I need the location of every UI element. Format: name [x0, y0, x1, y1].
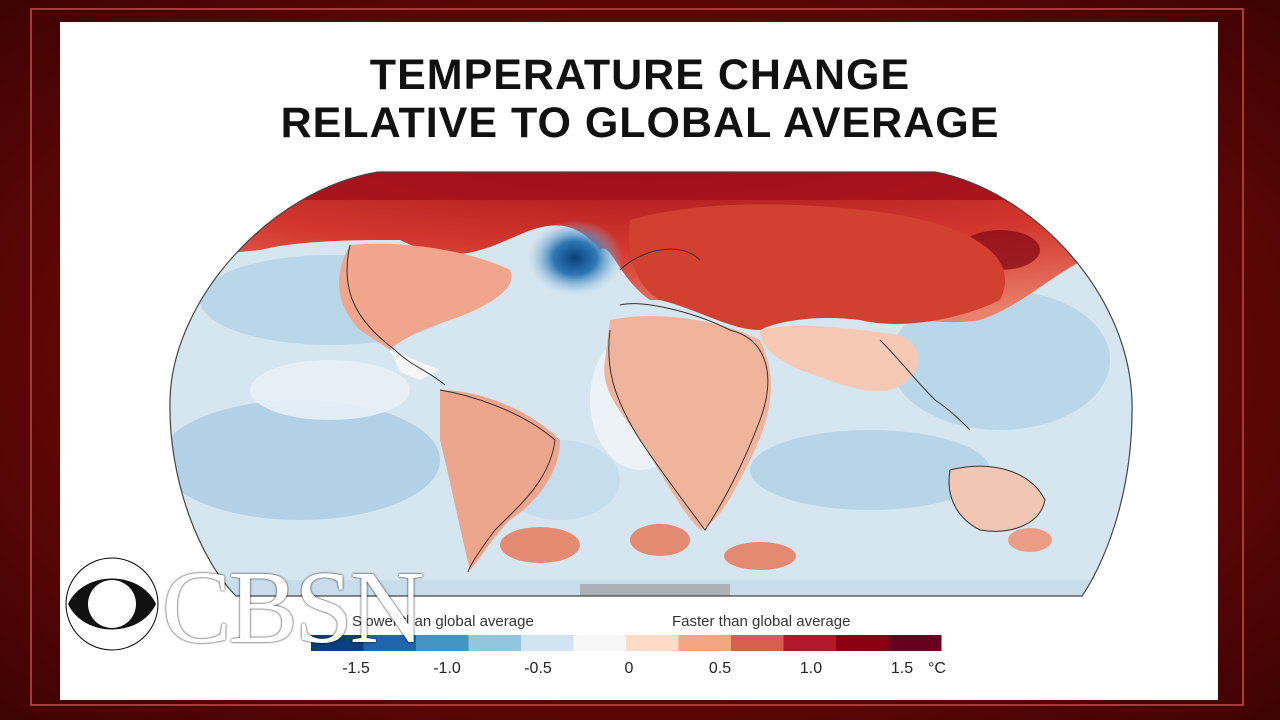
cbsn-logo-text: CBSN — [162, 550, 425, 665]
ocean-neutral-patch — [250, 360, 410, 420]
eye-icon — [65, 557, 159, 651]
colorbar-tick-label: 0.5 — [708, 660, 732, 677]
title-line-1: TEMPERATURE CHANGE — [369, 51, 911, 99]
colorbar-tick-label: -1.5 — [342, 660, 370, 677]
colorbar-segment — [678, 635, 732, 651]
legend-slower-label: Slower than global average — [352, 613, 534, 630]
coastlines — [346, 244, 1046, 573]
colorbar-tick-label: -0.5 — [524, 660, 552, 677]
eurasia-warm — [629, 204, 1006, 330]
south-america-warm — [440, 390, 560, 570]
colorbar-tick-label: 1.0 — [799, 660, 823, 677]
australia-mild — [949, 466, 1045, 532]
map-projection — [169, 172, 1133, 596]
colorbar-segment — [573, 635, 627, 651]
colorbar-segment — [783, 635, 837, 651]
colorbar — [311, 635, 942, 651]
colorbar-segment — [468, 635, 522, 651]
colorbar-segment — [731, 635, 784, 651]
southern-ocean-warm — [630, 524, 690, 556]
southern-ocean-warm — [500, 527, 580, 563]
antarctic-land — [580, 584, 730, 596]
colorbar-unit: °C — [928, 660, 946, 677]
north-atlantic-cold-blob — [527, 220, 623, 296]
colorbar-tick-label: 0 — [624, 660, 634, 677]
projection-outline — [169, 171, 1133, 597]
colorbar-tick-label: -1.0 — [433, 660, 461, 677]
colorbar-segment — [416, 635, 469, 651]
arctic-strong-warming — [169, 172, 1133, 200]
ocean-cool-patch — [890, 290, 1110, 430]
colorbar-segment — [626, 635, 679, 651]
ocean-cool-patch — [750, 430, 990, 510]
colorbar-segment — [521, 635, 574, 651]
cbs-eye-logo — [65, 557, 159, 651]
colorbar-segment — [888, 635, 942, 651]
southern-ocean-warm — [724, 542, 796, 570]
title-line-2: RELATIVE TO GLOBAL AVERAGE — [280, 99, 1000, 147]
ocean-cool-patch — [169, 400, 440, 520]
legend-faster-label: Faster than global average — [672, 613, 851, 630]
asia-mild — [760, 325, 919, 391]
north-america-warm — [339, 243, 512, 350]
colorbar-segment — [311, 635, 364, 651]
africa-warm — [604, 316, 771, 530]
colorbar-segment — [836, 635, 889, 651]
colorbar-segment — [363, 635, 417, 651]
southern-ocean-warm — [1008, 528, 1052, 552]
colorbar-tick-label: 1.5 — [890, 660, 914, 677]
outer-frame — [30, 8, 1244, 706]
